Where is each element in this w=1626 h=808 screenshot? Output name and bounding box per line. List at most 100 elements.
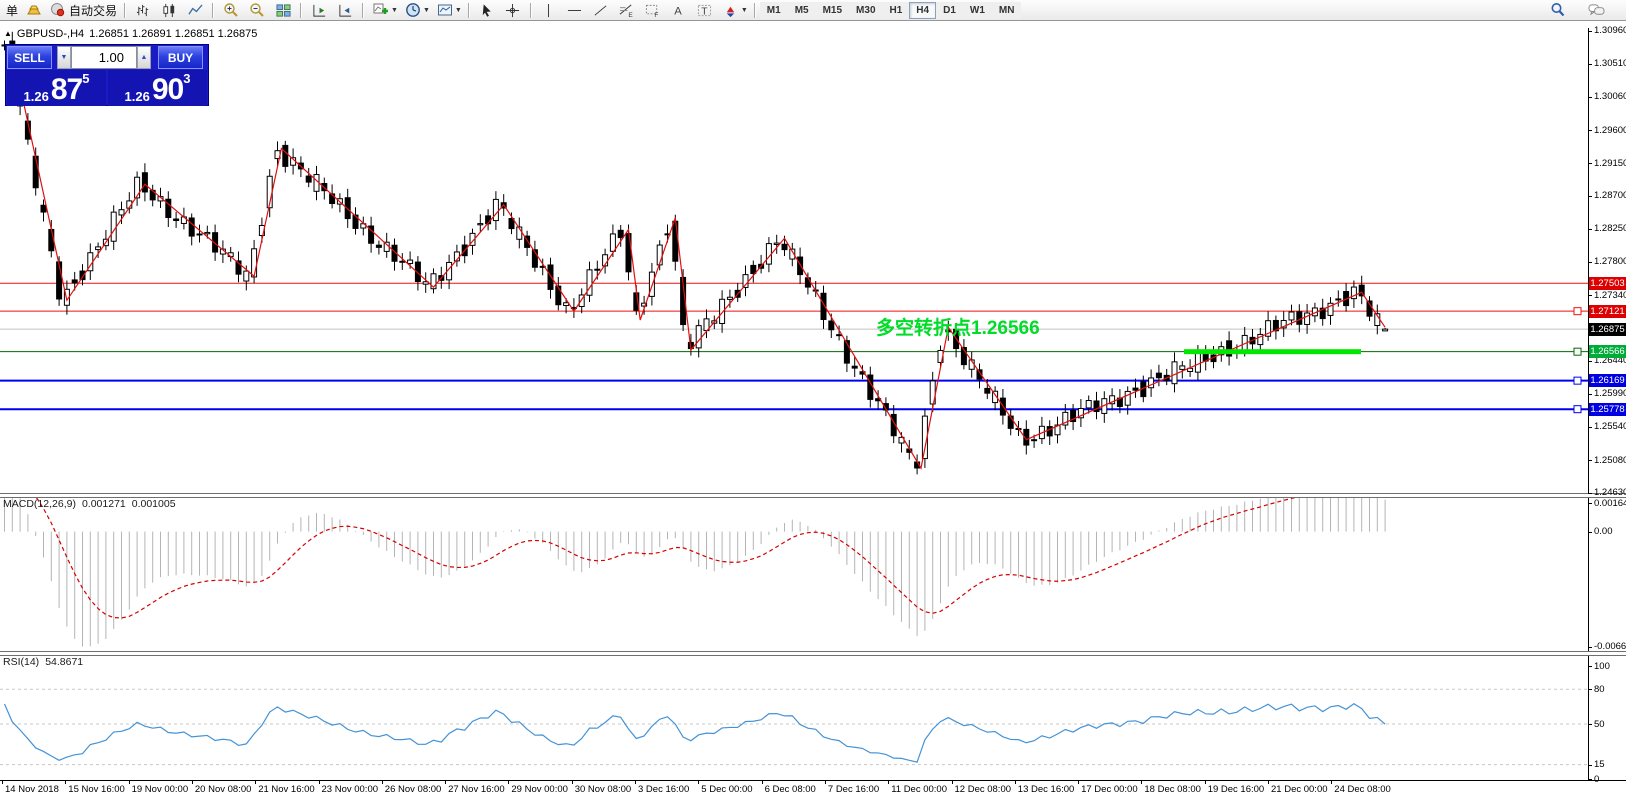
text-label-tool-icon[interactable]: T xyxy=(694,2,716,19)
macd-label: MACD(12,26,9) xyxy=(3,498,76,510)
buy-price-prefix: 1.26 xyxy=(124,89,150,104)
indicators-icon[interactable] xyxy=(370,2,392,19)
date-tick xyxy=(65,780,67,784)
price-tick xyxy=(1588,195,1592,197)
date-tick xyxy=(635,780,636,784)
tile-windows-icon[interactable] xyxy=(272,2,294,19)
price-badge-1.26566: 1.26566 xyxy=(1589,345,1626,359)
line-handle[interactable] xyxy=(1573,307,1582,316)
line-handle[interactable] xyxy=(1573,376,1582,385)
trendline-tool-icon[interactable] xyxy=(590,2,612,19)
price-tick-label: 1.25540 xyxy=(1594,421,1626,433)
price-tick xyxy=(1588,261,1592,263)
channel-tool-icon[interactable]: F xyxy=(642,2,664,19)
arrows-tool-icon[interactable] xyxy=(720,2,742,19)
tab-m30[interactable]: M30 xyxy=(849,1,883,19)
volume-decrease-button[interactable]: ▼ xyxy=(57,46,71,69)
pivot-annotation-text[interactable]: 多空转折点1.26566 xyxy=(876,316,1040,339)
price-tick-label: 1.28250 xyxy=(1594,223,1626,235)
price-tick-label: 1.28700 xyxy=(1594,190,1626,202)
price-tick-label: 1.25080 xyxy=(1594,454,1626,466)
macd-tick-label: 0.001648 xyxy=(1594,497,1626,509)
tab-m15[interactable]: M15 xyxy=(815,1,850,19)
pane-splitter[interactable] xyxy=(0,651,1626,656)
price-badge-1.27121: 1.27121 xyxy=(1589,304,1626,318)
tab-mn[interactable]: MN xyxy=(991,1,1022,19)
volume-increase-button[interactable]: ▲ xyxy=(137,46,151,69)
template-dropdown-caret[interactable]: ▼ xyxy=(454,6,462,14)
date-label: 7 Dec 16:00 xyxy=(827,784,880,795)
buy-button[interactable]: BUY xyxy=(158,46,203,69)
search-icon[interactable] xyxy=(1547,2,1569,19)
price-tick-label: 1.30060 xyxy=(1594,91,1626,103)
rsi-tick-label: 0 xyxy=(1594,773,1600,785)
tab-h4[interactable]: H4 xyxy=(909,1,937,19)
pane-splitter[interactable] xyxy=(0,493,1626,498)
date-tick xyxy=(698,780,700,784)
chat-icon[interactable] xyxy=(1585,2,1607,19)
date-tick xyxy=(318,780,320,784)
gold-icon[interactable] xyxy=(23,2,45,19)
rsi-tick-label: 100 xyxy=(1594,660,1610,672)
price-tick xyxy=(1588,30,1592,32)
indicators-dropdown-caret[interactable]: ▼ xyxy=(391,6,398,14)
svg-text:E: E xyxy=(629,12,634,18)
text-tool-icon[interactable]: A xyxy=(668,2,690,19)
arrows-dropdown-caret[interactable]: ▼ xyxy=(740,6,748,14)
top-toolbar: 单 自动交易 xyxy=(0,0,1626,21)
line-chart-icon[interactable] xyxy=(184,2,206,19)
template-icon[interactable] xyxy=(434,2,456,19)
tab-m5[interactable]: M5 xyxy=(787,1,816,19)
date-tick xyxy=(1078,780,1080,784)
sell-price-display[interactable]: 1.26 87 5 xyxy=(7,70,106,106)
date-tick xyxy=(951,780,953,784)
tab-m1[interactable]: M1 xyxy=(759,1,788,19)
period-clock-icon[interactable] xyxy=(402,2,424,19)
chart-shift-icon[interactable] xyxy=(308,2,330,19)
volume-input[interactable]: 1.00 xyxy=(71,46,137,69)
zigzag-line[interactable] xyxy=(11,51,1386,470)
toolbar-separator xyxy=(362,2,365,18)
buy-price-display[interactable]: 1.26 90 3 xyxy=(108,70,207,106)
rsi-tick xyxy=(1588,689,1592,691)
crosshair-icon[interactable] xyxy=(502,2,524,19)
horizontal-levels[interactable] xyxy=(0,282,1588,411)
auto-scroll-icon[interactable] xyxy=(334,2,356,19)
zoom-in-icon[interactable] xyxy=(220,2,242,19)
date-tick xyxy=(1268,780,1269,784)
fibonacci-tool-icon[interactable]: E xyxy=(616,2,638,19)
zoom-out-icon[interactable] xyxy=(246,2,268,19)
date-label: 18 Dec 08:00 xyxy=(1144,784,1201,795)
tab-h1[interactable]: H1 xyxy=(882,1,910,19)
date-tick xyxy=(1331,780,1333,784)
cursor-icon[interactable] xyxy=(476,2,498,19)
autotrade-button[interactable]: 自动交易 xyxy=(47,2,120,19)
rsi-tick-label: 50 xyxy=(1594,718,1605,730)
collapse-arrow-icon[interactable]: ▲ xyxy=(4,29,12,38)
period-dropdown-caret[interactable]: ▼ xyxy=(422,6,430,14)
tab-w1[interactable]: W1 xyxy=(962,1,992,19)
sell-price-big: 87 xyxy=(50,73,83,107)
support-zone-segment[interactable] xyxy=(1184,349,1361,355)
date-tick xyxy=(508,780,510,784)
tab-d1[interactable]: D1 xyxy=(936,1,963,19)
line-handle[interactable] xyxy=(1573,347,1582,356)
sell-button[interactable]: SELL xyxy=(7,46,52,69)
rsi-tick-label: 15 xyxy=(1594,759,1605,771)
vertical-line-tool-icon[interactable] xyxy=(538,2,560,19)
price-tick-label: 1.29600 xyxy=(1594,124,1626,136)
candlestick-chart-icon[interactable] xyxy=(158,2,180,19)
price-tick xyxy=(1588,492,1592,494)
bar-chart-icon[interactable] xyxy=(132,2,154,19)
price-tick xyxy=(1588,460,1592,462)
sell-price-pipette: 5 xyxy=(82,71,90,86)
price-tick-label: 1.25990 xyxy=(1594,388,1626,400)
horizontal-line-tool-icon[interactable] xyxy=(564,2,586,19)
order-menu-label[interactable]: 单 xyxy=(6,3,19,18)
one-click-trading-panel: SELL ▼ 1.00 ▲ BUY 1.26 87 5 1.26 90 3 xyxy=(5,44,209,106)
line-handle[interactable] xyxy=(1573,405,1582,414)
date-label: 15 Nov 16:00 xyxy=(68,784,125,795)
date-label: 3 Dec 16:00 xyxy=(638,784,690,795)
price-tick xyxy=(1588,130,1592,132)
